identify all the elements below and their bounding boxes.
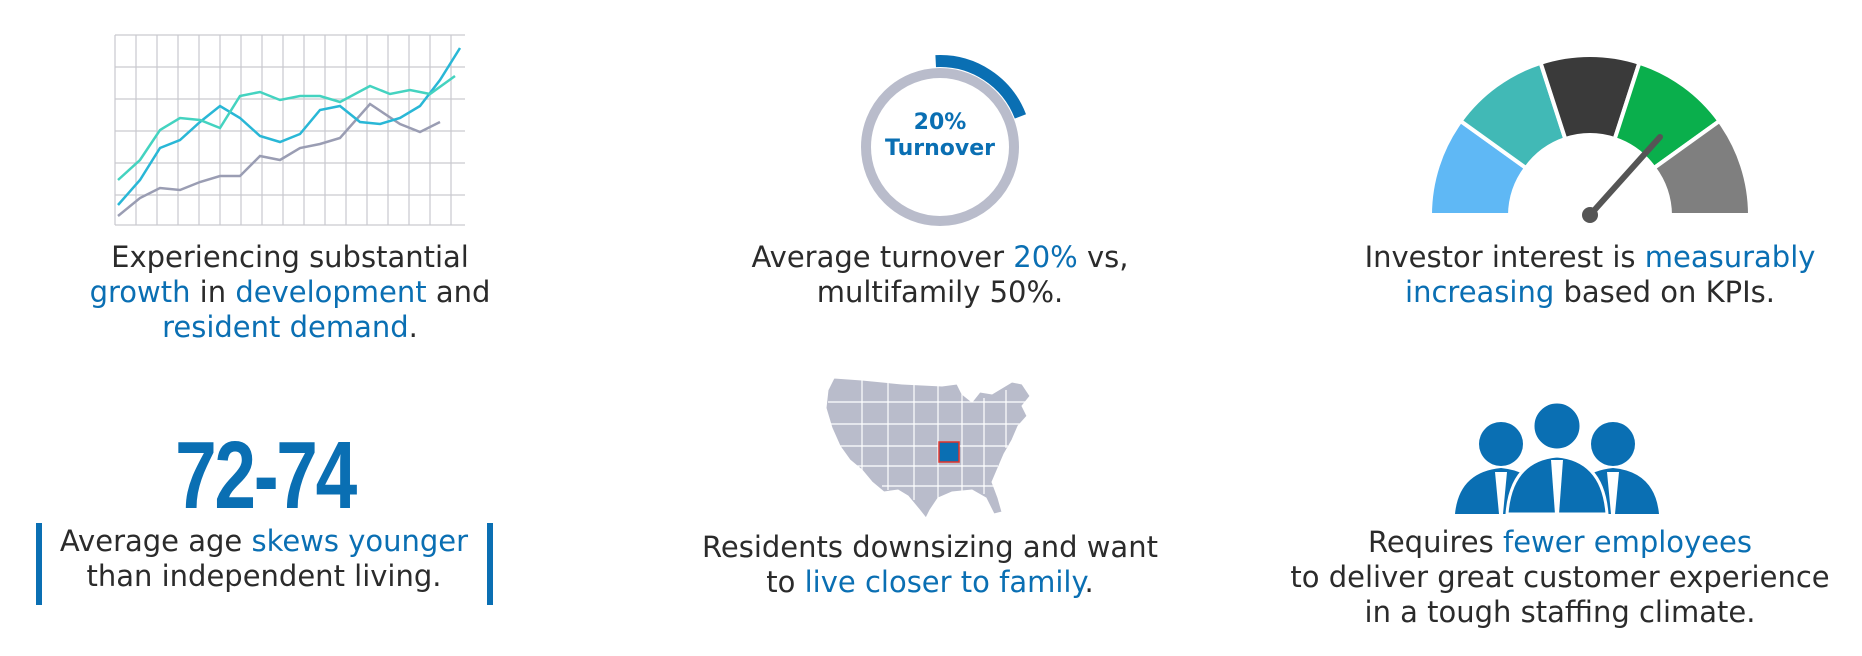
ring-track <box>861 68 1019 226</box>
staffing-caption: Requires fewer employees to deliver grea… <box>1270 525 1850 630</box>
ring-progress-arc <box>935 55 1027 119</box>
growth-caption: Experiencing substantial growth in devel… <box>60 240 520 345</box>
growth-highlight: growth <box>89 275 191 309</box>
measurably-highlight: measurably <box>1644 240 1816 274</box>
age-caption: Average age skews younger than independe… <box>48 524 480 594</box>
live-closer-highlight: live closer to family <box>804 565 1085 599</box>
downsizing-caption-text: to <box>766 565 805 599</box>
increasing-highlight: increasing <box>1405 275 1555 309</box>
gauge-hub <box>1582 207 1598 223</box>
ring-label: 20% Turnover <box>870 110 1010 162</box>
people-icon <box>1455 402 1659 514</box>
ring-progress-icon <box>861 55 1027 226</box>
staffing-caption-line2: to deliver great customer experience <box>1290 560 1830 594</box>
staffing-caption-text: Requires <box>1367 525 1503 559</box>
growth-caption-text: . <box>408 310 418 344</box>
left-accent-bar <box>36 523 42 605</box>
investor-caption-text: Investor interest is <box>1364 240 1645 274</box>
us-map-icon <box>825 377 1031 519</box>
downsizing-caption-text: . <box>1084 565 1094 599</box>
age-caption-text: Average age <box>59 524 252 558</box>
ring-label-word: Turnover <box>885 136 995 161</box>
turnover-caption-text: Average turnover <box>751 240 1014 274</box>
gauge-icon <box>1427 55 1753 223</box>
turnover-caption: Average turnover 20% vs, multifamily 50%… <box>700 240 1180 310</box>
age-caption-line2: than independent living. <box>86 559 442 593</box>
turnover-highlight: 20% <box>1013 240 1078 274</box>
age-big-number: 72-74 <box>175 422 357 529</box>
development-highlight: development <box>235 275 427 309</box>
turnover-caption-line2: multifamily 50%. <box>816 275 1064 309</box>
downsizing-caption-line1: Residents downsizing and want <box>702 530 1158 564</box>
fewer-employees-highlight: fewer employees <box>1502 525 1752 559</box>
growth-caption-text: in <box>190 275 236 309</box>
turnover-caption-text: vs, <box>1077 240 1129 274</box>
right-accent-bar <box>487 523 493 605</box>
line-chart-icon <box>114 34 465 226</box>
ring-label-percent: 20% <box>913 110 967 135</box>
missouri-highlight <box>938 441 960 463</box>
growth-caption-text: and <box>426 275 491 309</box>
gauge-needle <box>1587 134 1663 218</box>
resident-demand-highlight: resident demand <box>162 310 409 344</box>
downsizing-caption: Residents downsizing and want to live cl… <box>680 530 1180 600</box>
growth-caption-text: Experiencing substantial <box>111 240 469 274</box>
skews-younger-highlight: skews younger <box>251 524 469 558</box>
investor-caption: Investor interest is measurably increasi… <box>1330 240 1850 310</box>
staffing-caption-line3: in a tough staffing climate. <box>1364 595 1756 629</box>
investor-caption-text: based on KPIs. <box>1554 275 1775 309</box>
